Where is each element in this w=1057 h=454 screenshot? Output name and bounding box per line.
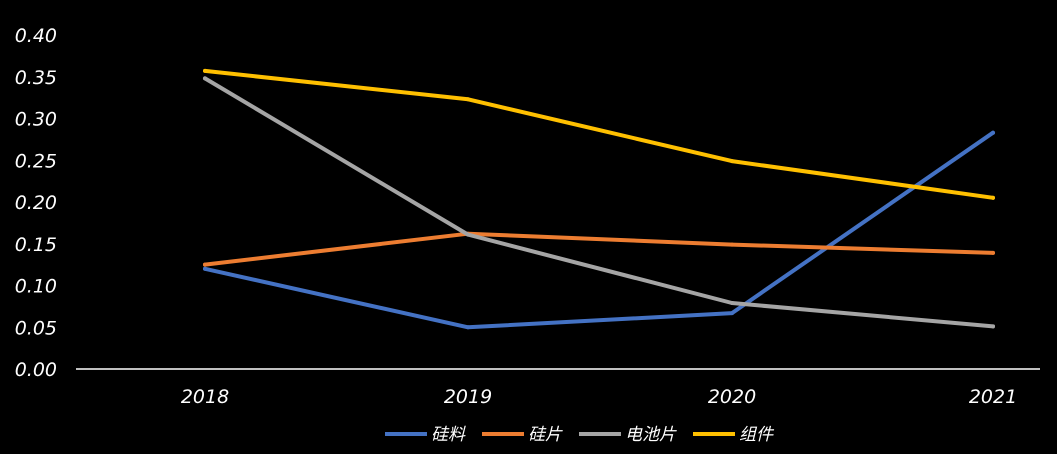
x-axis-ticks: 2018 2019 2020 2021	[181, 386, 1017, 408]
data-point	[203, 76, 207, 81]
data-point	[991, 324, 995, 329]
data-point	[991, 250, 995, 255]
legend-item: 硅料	[385, 425, 466, 445]
x-tick-label: 2021	[969, 386, 1017, 408]
y-tick-label: 0.30	[15, 109, 57, 131]
y-tick-label: 0.35	[15, 67, 57, 89]
data-point	[730, 159, 734, 164]
data-point	[466, 325, 470, 330]
legend-item: 组件	[693, 425, 775, 445]
legend: 硅料 硅片 电池片 组件	[385, 425, 775, 445]
data-point	[991, 130, 995, 135]
series-line-1	[203, 231, 995, 267]
series-line-0	[203, 130, 995, 330]
data-point	[730, 242, 734, 247]
data-point	[203, 68, 207, 73]
legend-label: 硅片	[528, 425, 563, 445]
data-point	[466, 97, 470, 102]
y-tick-label: 0.10	[15, 276, 57, 298]
legend-label: 硅料	[431, 425, 466, 445]
data-point	[991, 195, 995, 200]
y-tick-label: 0.20	[15, 192, 57, 214]
legend-label: 组件	[739, 425, 775, 445]
series-line-3	[203, 68, 995, 200]
data-point	[730, 311, 734, 316]
legend-item: 硅片	[482, 425, 563, 445]
y-tick-label: 0.15	[15, 234, 57, 256]
legend-label: 电池片	[625, 425, 677, 445]
y-tick-label: 0.05	[15, 317, 57, 339]
series-line-2	[203, 76, 995, 329]
y-axis-ticks: 0.00 0.05 0.10 0.15 0.20 0.25 0.30 0.35 0.40	[15, 25, 57, 381]
legend-item: 电池片	[579, 425, 677, 445]
x-tick-label: 2018	[181, 386, 229, 408]
data-point	[203, 262, 207, 267]
data-point	[730, 301, 734, 305]
x-tick-label: 2019	[444, 386, 492, 408]
y-tick-label: 0.00	[15, 359, 57, 381]
y-tick-label: 0.40	[15, 25, 57, 47]
series-lines	[203, 68, 995, 330]
data-point	[203, 266, 207, 271]
y-tick-label: 0.25	[15, 150, 57, 172]
data-point	[466, 232, 470, 237]
x-tick-label: 2020	[708, 386, 756, 408]
